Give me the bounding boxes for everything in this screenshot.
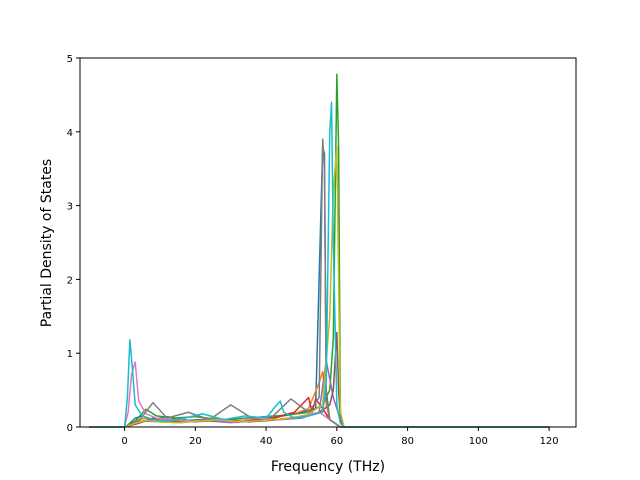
y-ticks: 0 1 2 3 4 5 bbox=[67, 54, 80, 434]
y-tick-label: 2 bbox=[67, 275, 73, 286]
x-axis-label: Frequency (THz) bbox=[271, 459, 385, 475]
series-layer bbox=[89, 73, 550, 428]
y-tick-label: 0 bbox=[67, 423, 73, 434]
y-tick-label: 4 bbox=[67, 128, 73, 139]
plot-frame bbox=[79, 57, 577, 428]
x-tick-label: 0 bbox=[121, 436, 127, 447]
x-tick-label: 20 bbox=[189, 436, 202, 447]
x-tick-label: 120 bbox=[540, 436, 559, 447]
y-tick-label: 5 bbox=[67, 54, 73, 65]
series-line-10 bbox=[89, 101, 550, 428]
y-tick-label: 3 bbox=[67, 202, 73, 213]
x-ticks: 0 20 40 60 80 100 120 bbox=[121, 427, 559, 447]
series-line-9 bbox=[89, 145, 550, 428]
x-tick-label: 80 bbox=[401, 436, 414, 447]
x-tick-label: 40 bbox=[260, 436, 273, 447]
x-tick-label: 100 bbox=[469, 436, 488, 447]
y-axis-label: Partial Density of States bbox=[39, 159, 55, 327]
x-tick-label: 60 bbox=[330, 436, 343, 447]
y-tick-label: 1 bbox=[67, 349, 73, 360]
